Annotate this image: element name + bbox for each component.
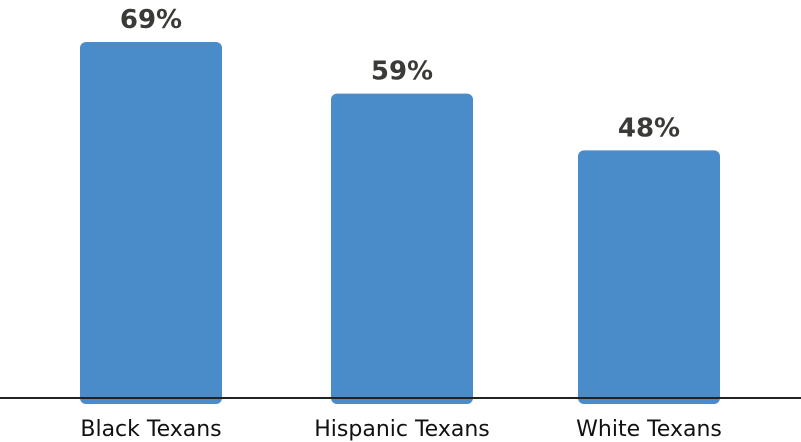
- bar-hispanic-texans: [331, 94, 473, 404]
- category-labels-group: Black Texans Hispanic Texans White Texans: [80, 417, 722, 442]
- value-label-white-texans: 48%: [618, 113, 680, 143]
- category-label-black-texans: Black Texans: [80, 417, 221, 442]
- bar-white-texans: [578, 150, 720, 404]
- value-label-black-texans: 69%: [120, 5, 182, 35]
- value-label-hispanic-texans: 59%: [371, 57, 433, 87]
- category-label-white-texans: White Texans: [576, 417, 722, 442]
- category-label-hispanic-texans: Hispanic Texans: [314, 417, 489, 442]
- bar-black-texans: [80, 42, 222, 404]
- bars-group: [80, 42, 720, 404]
